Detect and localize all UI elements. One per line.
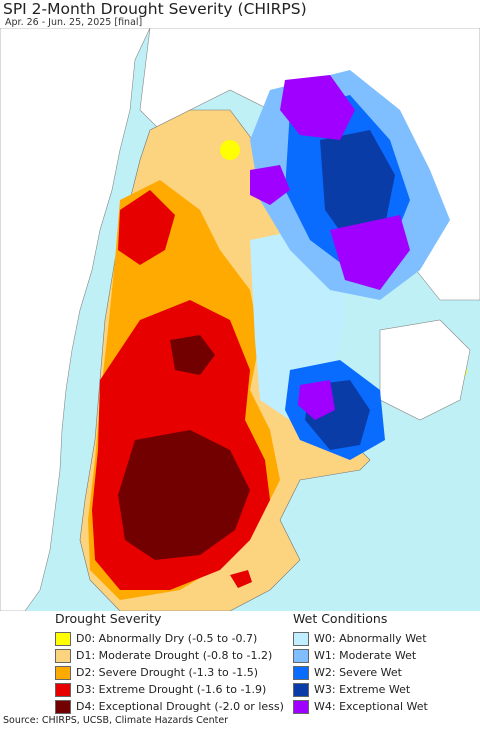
drought-swatch bbox=[55, 699, 71, 714]
drought-swatch bbox=[55, 648, 71, 663]
wet-legend-item: W4: Exceptional Wet bbox=[293, 698, 428, 715]
legend: Drought Severity D0: Abnormally Dry (-0.… bbox=[0, 611, 480, 714]
wet-legend-label: W1: Moderate Wet bbox=[314, 649, 417, 662]
wet-legend-item: W0: Abnormally Wet bbox=[293, 630, 428, 647]
wet-legend-label: W2: Severe Wet bbox=[314, 666, 402, 679]
drought-legend: Drought Severity D0: Abnormally Dry (-0.… bbox=[55, 611, 284, 715]
wet-swatch bbox=[293, 631, 309, 646]
drought-swatch bbox=[55, 665, 71, 680]
wet-legend-item: W3: Extreme Wet bbox=[293, 681, 428, 698]
wet-swatch bbox=[293, 665, 309, 680]
d0-spot-north bbox=[220, 140, 240, 160]
wet-swatch bbox=[293, 682, 309, 697]
wet-swatch bbox=[293, 699, 309, 714]
map-title: SPI 2-Month Drought Severity (CHIRPS) bbox=[3, 0, 307, 18]
d3-north bbox=[118, 190, 175, 265]
w4-south bbox=[298, 380, 335, 420]
drought-swatch bbox=[55, 631, 71, 646]
tierra-fuego bbox=[230, 570, 252, 588]
wet-legend: Wet Conditions W0: Abnormally Wet W1: Mod… bbox=[293, 611, 428, 715]
wet-swatch bbox=[293, 648, 309, 663]
wet-legend-label: W3: Extreme Wet bbox=[314, 683, 411, 696]
map-date-range: Apr. 26 - Jun. 25, 2025 [final] bbox=[5, 17, 143, 28]
drought-legend-label: D4: Exceptional Drought (-2.0 or less) bbox=[76, 700, 284, 713]
atlantic-east bbox=[280, 380, 480, 611]
wet-legend-heading: Wet Conditions bbox=[293, 611, 388, 626]
drought-legend-item: D3: Extreme Drought (-1.6 to -1.9) bbox=[55, 681, 284, 698]
drought-legend-item: D2: Severe Drought (-1.3 to -1.5) bbox=[55, 664, 284, 681]
wet-legend-label: W4: Exceptional Wet bbox=[314, 700, 428, 713]
drought-legend-label: D2: Severe Drought (-1.3 to -1.5) bbox=[76, 666, 259, 679]
drought-map bbox=[0, 28, 480, 611]
drought-legend-item: D4: Exceptional Drought (-2.0 or less) bbox=[55, 698, 284, 715]
source-credit: Source: CHIRPS, UCSB, Climate Hazards Ce… bbox=[3, 715, 229, 726]
w4-north bbox=[280, 75, 355, 140]
drought-legend-label: D0: Abnormally Dry (-0.5 to -0.7) bbox=[76, 632, 258, 645]
drought-legend-heading: Drought Severity bbox=[55, 611, 162, 626]
wet-legend-item: W1: Moderate Wet bbox=[293, 647, 428, 664]
drought-swatch bbox=[55, 682, 71, 697]
w3-region bbox=[320, 130, 395, 245]
w4-west bbox=[250, 165, 290, 205]
drought-legend-item: D0: Abnormally Dry (-0.5 to -0.7) bbox=[55, 630, 284, 647]
chile-land bbox=[0, 28, 151, 611]
drought-legend-item: D1: Moderate Drought (-0.8 to -1.2) bbox=[55, 647, 284, 664]
drought-legend-label: D1: Moderate Drought (-0.8 to -1.2) bbox=[76, 649, 273, 662]
d4-patch bbox=[170, 335, 215, 375]
wet-legend-item: W2: Severe Wet bbox=[293, 664, 428, 681]
wet-legend-label: W0: Abnormally Wet bbox=[314, 632, 427, 645]
w4-east bbox=[330, 215, 410, 290]
d4-region bbox=[118, 430, 250, 560]
drought-legend-label: D3: Extreme Drought (-1.6 to -1.9) bbox=[76, 683, 267, 696]
